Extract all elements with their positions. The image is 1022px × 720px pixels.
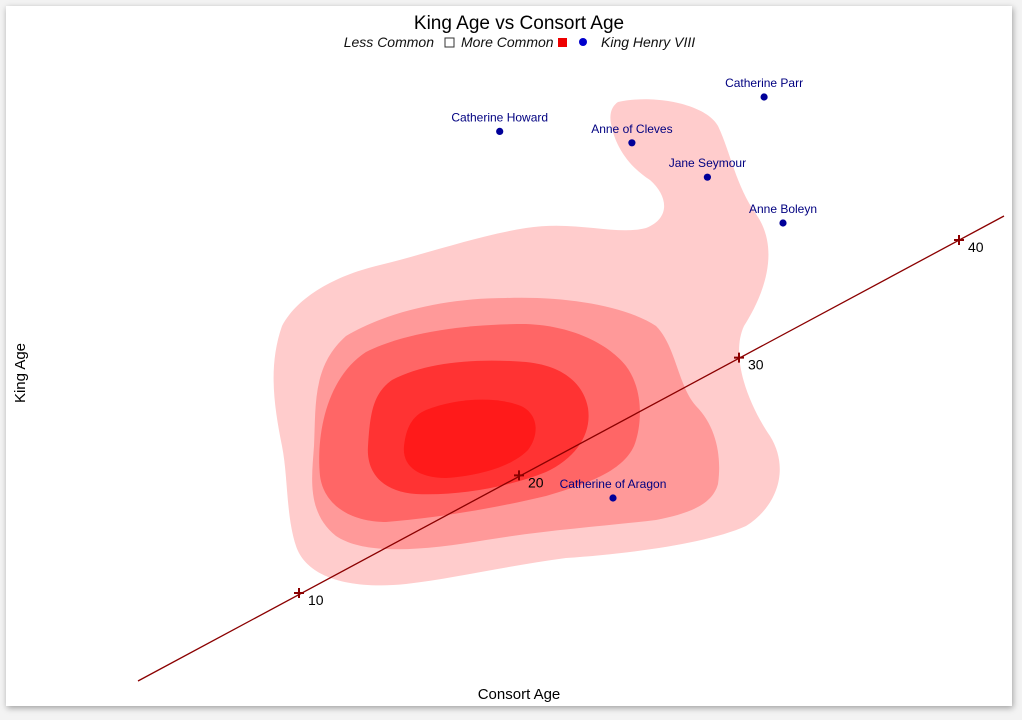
point-label-catherine-parr: Catherine Parr (725, 76, 803, 90)
diagonal-tick-label-20: 20 (528, 474, 544, 490)
point-label-anne-of-cleves: Anne of Cleves (591, 122, 672, 136)
legend-less-common: Less Common (344, 34, 434, 50)
legend-more-common: More Common (461, 34, 554, 50)
point-anne-boleyn (779, 219, 786, 226)
legend: Less Common More Common King Henry VIII (344, 34, 696, 50)
point-anne-of-cleves (628, 139, 635, 146)
point-catherine-of-aragon (609, 494, 616, 501)
diagonal-tick-label-40: 40 (968, 239, 984, 255)
point-label-anne-boleyn: Anne Boleyn (749, 202, 817, 216)
point-catherine-parr (761, 93, 768, 100)
point-label-catherine-of-aragon: Catherine of Aragon (560, 477, 667, 491)
point-catherine-howard (496, 128, 503, 135)
density-contours (274, 99, 780, 585)
y-axis-label: King Age (12, 343, 29, 403)
diagonal-tick-label-10: 10 (308, 592, 324, 608)
diagonal-tick-40 (954, 235, 964, 245)
chart-card: 10 20 30 40 Catherine of Aragon Anne Boleyn J… (6, 6, 1012, 706)
legend-more-swatch (558, 38, 567, 47)
chart-title: King Age vs Consort Age (414, 13, 624, 34)
point-label-catherine-howard: Catherine Howard (451, 110, 548, 124)
legend-less-swatch (445, 38, 454, 47)
diagonal-tick-label-30: 30 (748, 357, 764, 373)
point-jane-seymour (704, 174, 711, 181)
legend-king: King Henry VIII (601, 34, 695, 50)
chart-svg: 10 20 30 40 Catherine of Aragon Anne Boleyn J… (6, 6, 1012, 706)
point-label-jane-seymour: Jane Seymour (669, 156, 746, 170)
x-axis-label: Consort Age (478, 686, 561, 703)
legend-king-marker (579, 38, 587, 46)
